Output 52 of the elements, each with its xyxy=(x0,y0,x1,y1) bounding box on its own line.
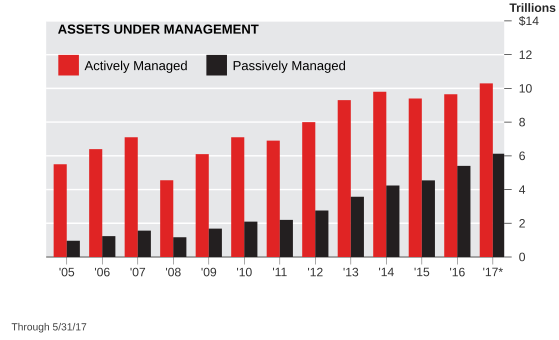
bar xyxy=(302,122,316,258)
bar xyxy=(196,154,209,258)
y-tick-label: 12 xyxy=(520,50,532,60)
bar xyxy=(173,237,186,258)
bar xyxy=(315,210,328,258)
x-tick-label: '09 xyxy=(201,268,216,277)
x-tick-label: '05 xyxy=(59,268,74,277)
bar xyxy=(386,186,400,258)
bar xyxy=(457,166,470,258)
y-tick-label: 6 xyxy=(519,152,525,160)
bar xyxy=(480,84,493,258)
y-tick-label: 10 xyxy=(520,84,532,93)
x-tick-label: '08 xyxy=(166,268,181,277)
text: Through 5/31/17 xyxy=(12,323,86,333)
bar xyxy=(208,228,222,258)
bar xyxy=(89,149,102,258)
bar xyxy=(54,164,67,258)
y-axis-title: Trillions xyxy=(510,3,556,12)
bar xyxy=(422,180,435,258)
bar xyxy=(124,137,138,258)
x-tick-label: '11 xyxy=(272,268,287,276)
y-tick-label: 2 xyxy=(519,219,525,228)
bar xyxy=(266,140,280,258)
legend-label: Passively Managed xyxy=(234,60,346,74)
x-tick-label: '14 xyxy=(379,268,394,276)
x-tick-label: '16 xyxy=(450,268,465,277)
legend-label: Actively Managed xyxy=(84,60,187,74)
bar xyxy=(66,240,80,258)
x-tick-label: '15 xyxy=(414,268,430,276)
x-tick-label: '07 xyxy=(130,268,146,277)
bar xyxy=(338,100,351,258)
y-tick-label: 0 xyxy=(519,252,526,262)
bar xyxy=(408,98,422,258)
y-tick-label: 4 xyxy=(519,186,526,194)
bar xyxy=(244,222,258,258)
x-tick-label: '06 xyxy=(94,268,110,277)
bar xyxy=(444,94,458,258)
bar xyxy=(492,154,504,258)
bar xyxy=(350,196,364,258)
chart-title: ASSETS UNDER MANAGEMENT xyxy=(58,24,259,34)
x-tick-label: '12 xyxy=(308,268,323,276)
bar xyxy=(138,230,151,258)
bar xyxy=(373,92,386,258)
bar xyxy=(280,220,293,258)
y-tick-label: 8 xyxy=(519,118,525,127)
x-tick-label: '17* xyxy=(483,268,503,276)
bar xyxy=(160,180,174,258)
bar xyxy=(102,236,116,258)
bar xyxy=(231,137,244,258)
y-tick-label: $14 xyxy=(518,16,539,26)
x-tick-label: '13 xyxy=(344,268,358,277)
x-tick-label: '10 xyxy=(237,268,252,277)
